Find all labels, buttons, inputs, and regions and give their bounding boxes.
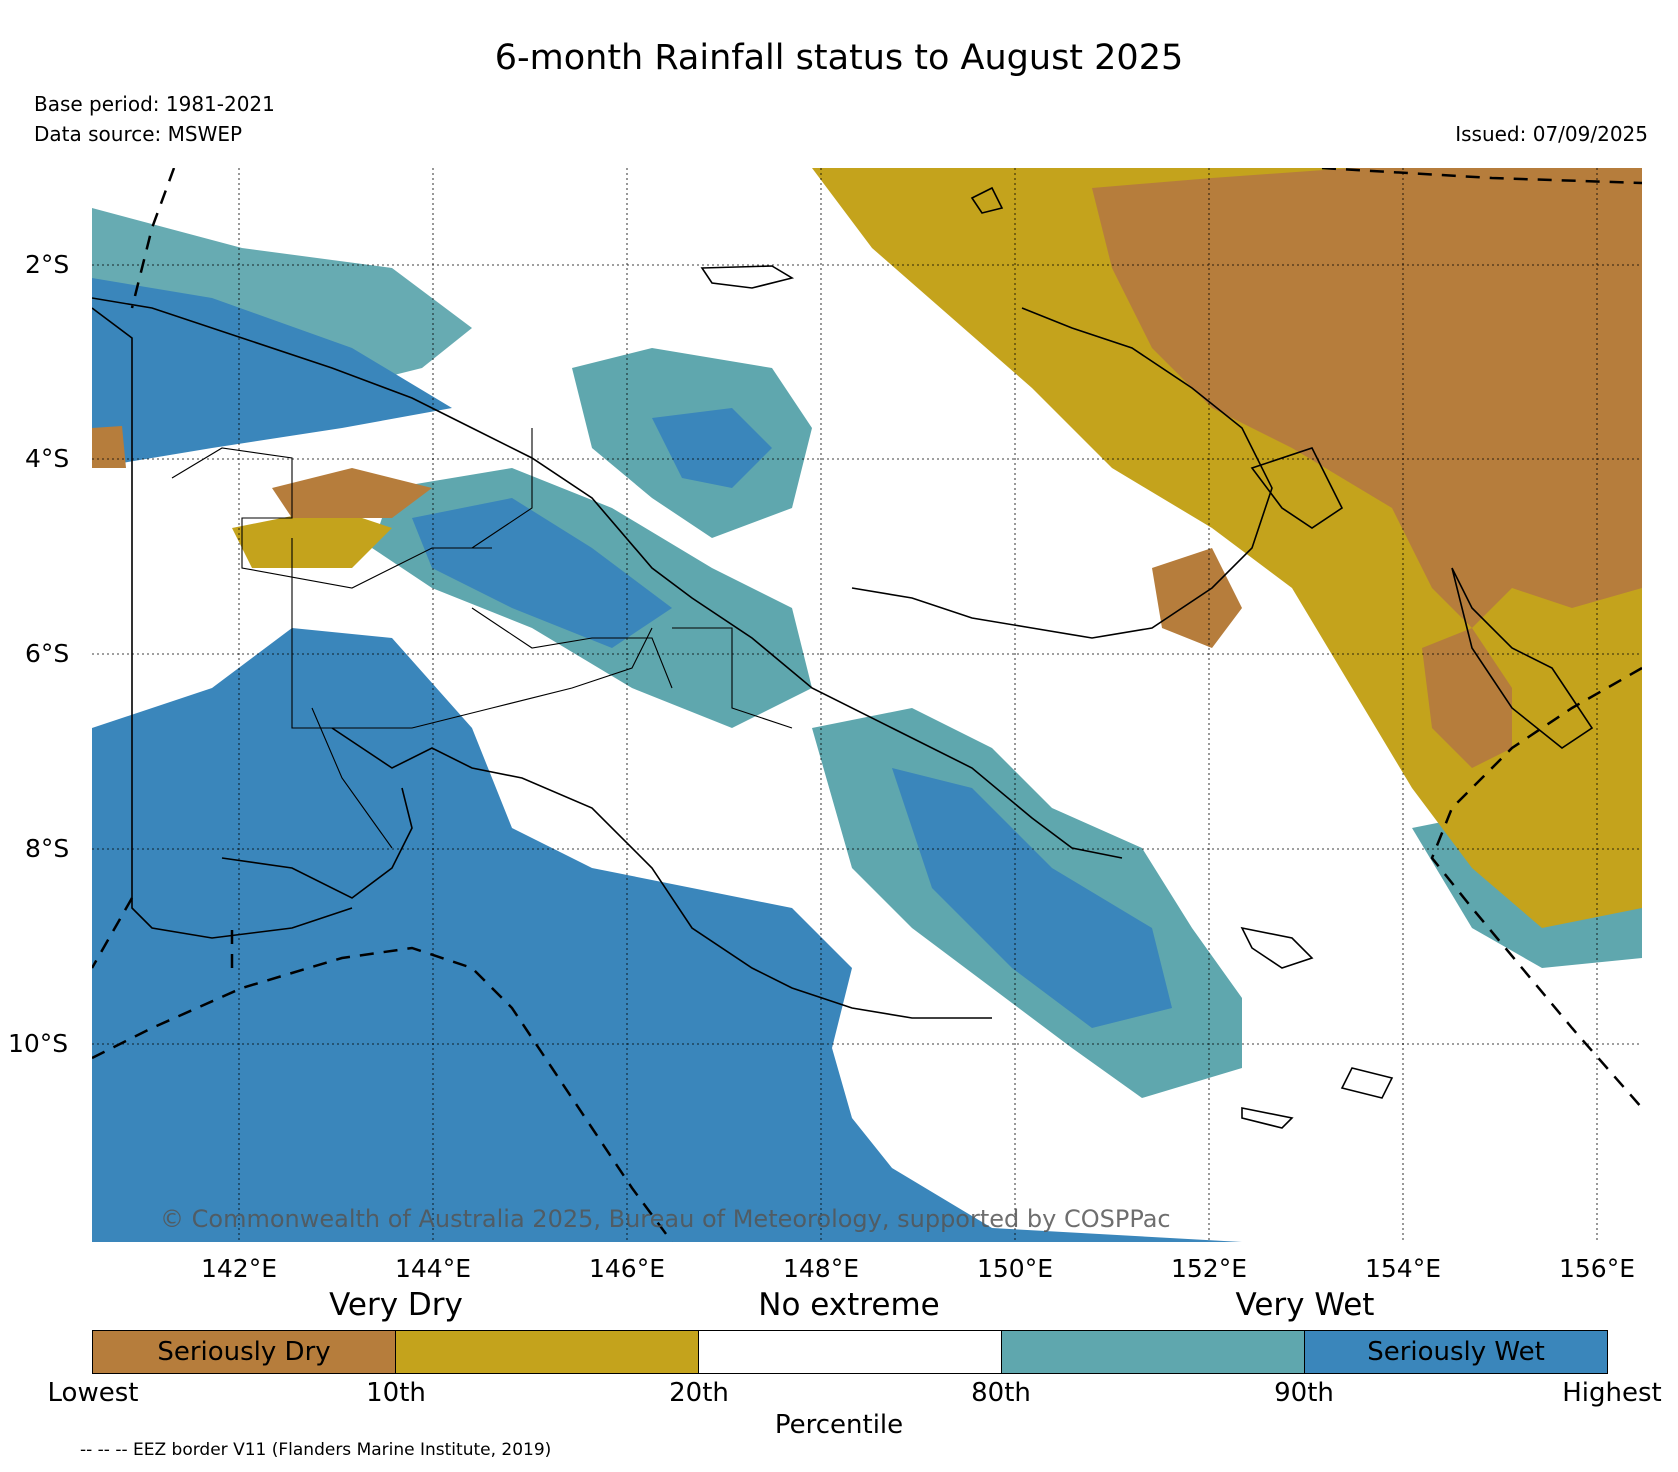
lon-label: 152°E: [1170, 1254, 1248, 1283]
eez-border: [92, 168, 1642, 1242]
lon-label: 144°E: [394, 1254, 472, 1283]
lat-label: 8°S: [25, 834, 70, 863]
province-borders: [171, 428, 793, 849]
legend-tick: 80th: [971, 1378, 1031, 1408]
category-no-extreme: No extreme: [758, 1287, 940, 1323]
lon-label: 156°E: [1558, 1254, 1636, 1283]
legend-very-dry: [396, 1331, 699, 1373]
lat-label: 10°S: [8, 1029, 69, 1058]
data-source: Data source: MSWEP: [34, 122, 243, 146]
legend-axis-label: Percentile: [774, 1410, 904, 1440]
legend-tick: 90th: [1274, 1378, 1334, 1408]
seriously-wet-region: [92, 628, 1242, 1242]
coastlines: [92, 186, 1594, 1129]
category-very-dry: Very Dry: [329, 1287, 463, 1323]
legend-seriously-dry: Seriously Dry: [93, 1331, 396, 1373]
seriously-dry-region: [1092, 168, 1642, 628]
legend-no-extreme: [699, 1331, 1002, 1373]
lon-label: 154°E: [1364, 1254, 1442, 1283]
lat-label: 2°S: [25, 250, 70, 279]
rainfall-map: [92, 168, 1642, 1242]
lon-label: 150°E: [976, 1254, 1054, 1283]
category-very-wet: Very Wet: [1235, 1287, 1375, 1323]
base-period: Base period: 1981-2021: [34, 92, 275, 116]
lon-label: 142°E: [200, 1254, 278, 1283]
copyright-notice: © Commonwealth of Australia 2025, Bureau…: [160, 1205, 1171, 1233]
map-title: 6-month Rainfall status to August 2025: [494, 38, 1184, 78]
issued-date: Issued: 07/09/2025: [1455, 122, 1648, 146]
eez-note: -- -- -- EEZ border V11 (Flanders Marine…: [80, 1440, 552, 1460]
color-legend: Seriously Dry Seriously Wet: [92, 1330, 1608, 1374]
legend-tick: Highest: [1562, 1378, 1662, 1408]
legend-tick: 10th: [366, 1378, 426, 1408]
lon-label: 146°E: [588, 1254, 666, 1283]
map-grid: [92, 168, 1642, 1242]
legend-seriously-wet: Seriously Wet: [1305, 1331, 1607, 1373]
lat-label: 6°S: [25, 639, 70, 668]
legend-very-wet: [1002, 1331, 1305, 1373]
lon-label: 148°E: [782, 1254, 860, 1283]
lat-label: 4°S: [25, 444, 70, 473]
legend-tick: 20th: [669, 1378, 729, 1408]
legend-tick: Lowest: [47, 1378, 139, 1408]
